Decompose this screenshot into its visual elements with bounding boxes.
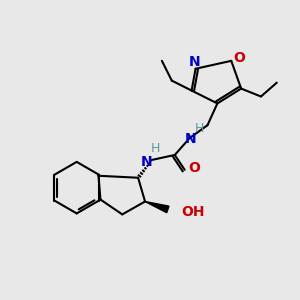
Text: H: H (150, 142, 160, 154)
Text: N: N (185, 132, 197, 146)
Text: H: H (195, 122, 204, 135)
Text: N: N (141, 155, 153, 169)
Text: O: O (189, 161, 200, 175)
Polygon shape (145, 202, 169, 213)
Text: OH: OH (182, 206, 205, 219)
Text: O: O (233, 51, 245, 65)
Text: N: N (189, 55, 200, 69)
